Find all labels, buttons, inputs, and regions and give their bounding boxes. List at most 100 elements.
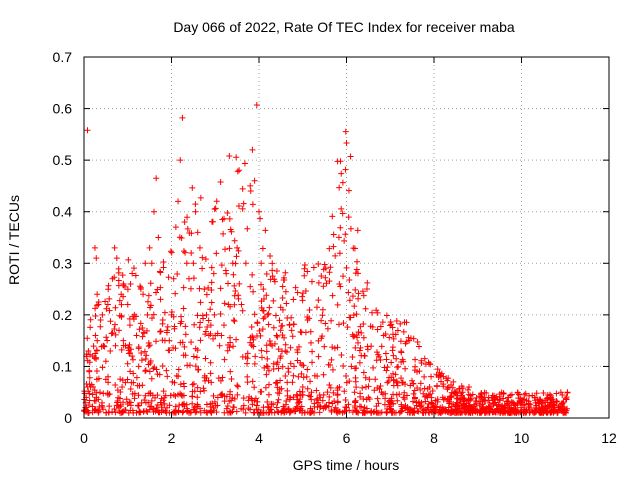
data-point: [194, 347, 201, 354]
data-point: [471, 401, 478, 408]
data-point: [114, 399, 121, 406]
y-tick-label: 0.2: [53, 307, 73, 323]
data-point: [263, 363, 270, 370]
data-point: [297, 405, 304, 412]
data-point: [323, 280, 330, 287]
data-point: [231, 301, 238, 308]
data-point: [213, 250, 220, 257]
data-point: [342, 408, 349, 415]
data-point: [89, 391, 96, 398]
data-point: [321, 403, 328, 410]
data-point: [118, 301, 125, 308]
data-point: [374, 395, 381, 402]
data-point: [208, 279, 215, 286]
data-point: [182, 323, 189, 330]
data-point: [99, 364, 106, 371]
data-point: [148, 403, 155, 410]
data-point: [269, 267, 276, 274]
data-point: [119, 384, 126, 391]
data-point: [96, 389, 103, 396]
data-point: [132, 272, 139, 279]
data-point: [350, 333, 357, 340]
data-point: [366, 376, 373, 383]
data-point: [111, 326, 118, 333]
data-point: [170, 275, 177, 282]
data-point: [133, 332, 140, 339]
data-point: [479, 394, 486, 401]
data-point: [210, 335, 217, 342]
data-point: [87, 324, 94, 331]
data-point: [153, 338, 160, 345]
data-point: [242, 260, 249, 267]
data-point: [249, 146, 256, 153]
data-point: [420, 390, 427, 397]
data-point: [387, 399, 394, 406]
data-point: [174, 271, 181, 278]
data-point: [315, 337, 322, 344]
data-point: [226, 215, 233, 222]
data-point: [281, 276, 288, 283]
data-point: [178, 313, 185, 320]
data-point: [352, 374, 359, 381]
data-point: [476, 402, 483, 409]
y-tick-label: 0.4: [53, 204, 73, 220]
data-point: [126, 341, 133, 348]
data-point: [270, 324, 277, 331]
data-point: [265, 321, 272, 328]
data-point: [288, 314, 295, 321]
data-point: [336, 184, 343, 191]
data-point: [189, 381, 196, 388]
data-point: [472, 406, 479, 413]
data-point: [239, 185, 246, 192]
data-point: [332, 252, 339, 259]
data-point: [218, 332, 225, 339]
data-point: [92, 332, 99, 339]
data-point: [340, 320, 347, 327]
data-point: [275, 346, 282, 353]
data-point: [390, 400, 397, 407]
data-point: [240, 395, 247, 402]
data-point: [464, 386, 471, 393]
data-point: [486, 403, 493, 410]
data-point: [116, 327, 122, 334]
chart-title: Day 066 of 2022, Rate Of TEC Index for r…: [173, 19, 515, 35]
data-point: [356, 347, 363, 354]
data-point: [370, 409, 377, 416]
data-point: [250, 343, 257, 350]
data-point: [357, 344, 364, 351]
data-point: [517, 395, 524, 402]
data-point: [221, 300, 228, 307]
data-point: [94, 291, 101, 298]
data-point: [120, 399, 127, 406]
data-point: [282, 401, 289, 408]
data-point: [192, 403, 199, 410]
data-point: [253, 101, 260, 108]
data-point: [286, 322, 293, 329]
data-point: [227, 226, 234, 233]
data-point: [274, 379, 281, 386]
data-point: [197, 319, 204, 326]
data-point: [411, 387, 418, 394]
data-point: [463, 403, 470, 410]
data-point: [89, 353, 96, 360]
data-points: [81, 101, 571, 416]
data-point: [95, 301, 102, 308]
data-point: [85, 347, 92, 354]
data-point: [346, 407, 353, 414]
data-point: [393, 378, 400, 385]
data-point: [401, 389, 408, 396]
data-point: [199, 265, 206, 272]
data-point: [279, 322, 286, 329]
data-point: [182, 352, 189, 359]
data-point: [270, 366, 277, 373]
data-point: [188, 249, 195, 256]
data-point: [173, 372, 180, 379]
data-point: [379, 319, 386, 326]
data-point: [393, 317, 400, 324]
data-point: [399, 379, 406, 386]
data-point: [355, 339, 362, 346]
data-point: [403, 338, 410, 345]
data-point: [298, 329, 305, 336]
data-point: [124, 376, 131, 383]
data-point: [417, 386, 424, 393]
